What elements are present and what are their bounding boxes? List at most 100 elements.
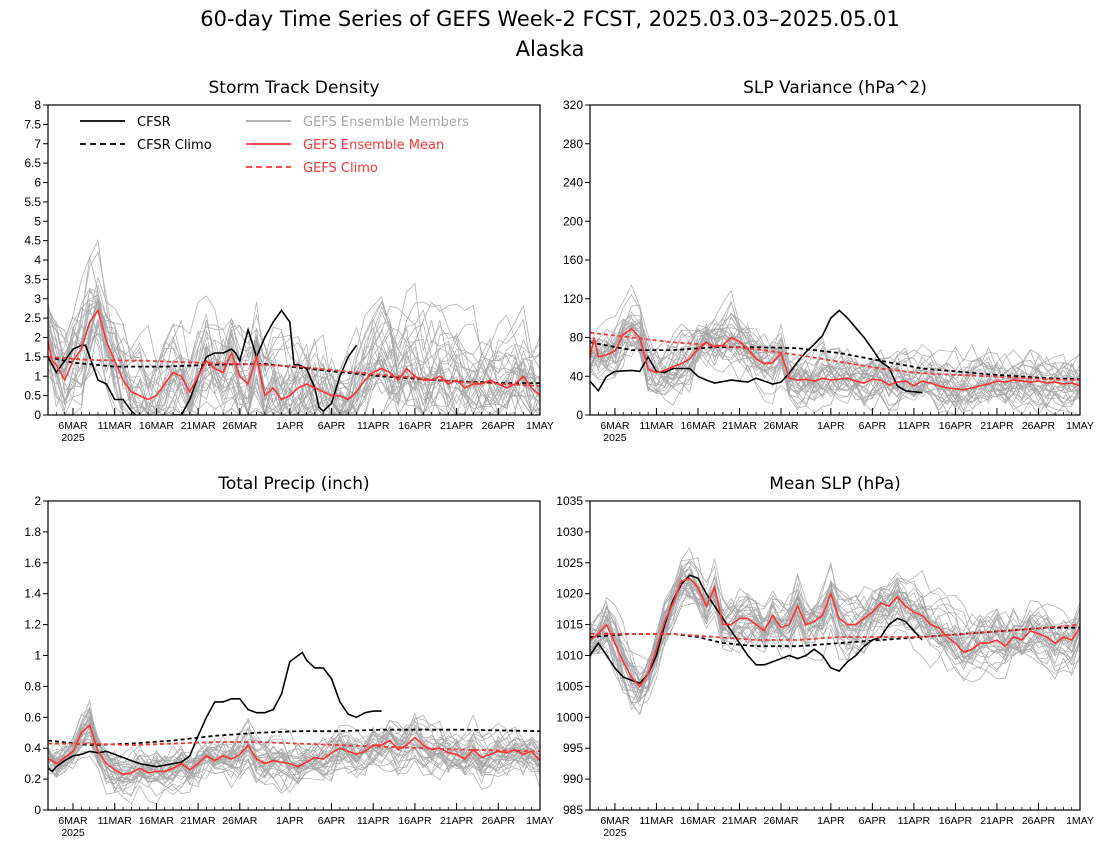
y-tick-label: 1015 <box>556 618 583 632</box>
ensemble-member-line <box>590 317 1080 415</box>
y-tick-label: 7.5 <box>24 117 41 131</box>
ensemble-member-line <box>590 561 1080 694</box>
x-tick-label: 1APR <box>817 815 845 827</box>
x-tick-label: 16MAR <box>680 420 715 432</box>
y-tick-label: 160 <box>563 253 583 267</box>
x-tick-label: 21MAR <box>181 420 216 432</box>
y-tick-label: 1.8 <box>24 525 41 539</box>
ensemble-member-line <box>590 329 1080 406</box>
legend-label: GEFS Ensemble Mean <box>303 138 444 153</box>
y-tick-label: 1025 <box>556 556 583 570</box>
y-tick-label: 5.5 <box>24 195 41 209</box>
x-tick-label: 11MAR <box>639 815 674 827</box>
ensemble-member-line <box>590 577 1080 701</box>
y-tick-label: 1000 <box>556 710 583 724</box>
y-tick-label: 0 <box>576 408 583 422</box>
y-tick-label: 1.5 <box>24 350 41 364</box>
y-tick-label: 240 <box>563 176 583 190</box>
y-tick-label: 995 <box>563 741 583 755</box>
y-tick-label: 1010 <box>556 649 583 663</box>
y-tick-label: 1 <box>34 369 41 383</box>
legend-label: CFSR <box>137 115 171 130</box>
x-tick-label: 1APR <box>817 420 845 432</box>
x-tick-label: 21MAR <box>722 815 757 827</box>
y-tick-label: 0.2 <box>24 772 41 786</box>
cfsr-line <box>173 309 358 415</box>
x-tick-label: 6APR <box>318 420 346 432</box>
x-tick-label: 26APR <box>482 815 516 827</box>
ensemble-member-line <box>590 304 1080 414</box>
x-tick-label: 26MAR <box>764 420 799 432</box>
y-tick-label: 1.6 <box>24 556 41 570</box>
x-tick-label: 11MAR <box>639 420 674 432</box>
x-tick-label: 21APR <box>980 815 1014 827</box>
y-tick-label: 5 <box>34 214 41 228</box>
y-tick-label: 0 <box>34 408 41 422</box>
ensemble-member-line <box>48 306 540 415</box>
ensemble-member-line <box>590 557 1080 686</box>
x-tick-label: 26APR <box>1022 420 1056 432</box>
x-tick-label: 1MAY <box>526 815 554 827</box>
x-tick-label: 6MAR <box>58 420 88 432</box>
y-tick-label: 990 <box>563 772 583 786</box>
y-tick-label: 985 <box>563 803 583 817</box>
y-tick-label: 80 <box>570 331 584 345</box>
x-tick-label: 16MAR <box>139 420 174 432</box>
y-tick-label: 1.2 <box>24 618 41 632</box>
ensemble-member-line <box>590 317 1080 399</box>
gefs-ensemble-mean-line <box>590 577 1080 688</box>
x-tick-label: 1MAY <box>1066 815 1094 827</box>
ensemble-member-line <box>48 238 540 415</box>
ensemble-member-line <box>48 699 540 792</box>
x-tick-label: 6MAR <box>600 420 630 432</box>
x-tick-label: 6APR <box>318 815 346 827</box>
x-tick-label: 1MAY <box>1066 420 1094 432</box>
x-tick-label: 16MAR <box>139 815 174 827</box>
x-tick-label: 6APR <box>859 420 887 432</box>
x-year-label: 2025 <box>61 432 85 444</box>
y-tick-label: 0.4 <box>24 741 41 755</box>
y-tick-label: 6.5 <box>24 156 41 170</box>
y-tick-label: 0 <box>34 803 41 817</box>
x-tick-label: 21APR <box>440 420 474 432</box>
chart-panel-3: Mean SLP (hPa) 985 990 995 1000 1005 1010 1015 1… <box>556 474 1094 839</box>
ensemble-member-line <box>48 724 540 784</box>
x-year-label: 2025 <box>603 827 627 839</box>
x-tick-label: 26MAR <box>222 420 257 432</box>
ensemble-member-line <box>590 318 1080 415</box>
y-tick-label: 1035 <box>556 494 583 508</box>
y-tick-label: 280 <box>563 137 583 151</box>
ensemble-member-line <box>590 582 1080 700</box>
gefs-climo-line <box>590 623 1080 641</box>
x-tick-label: 11MAR <box>98 815 133 827</box>
ensemble-member-line <box>590 328 1080 407</box>
figure-subtitle: Alaska <box>516 37 585 61</box>
plot-area <box>48 238 540 415</box>
ensemble-member-line <box>48 301 540 415</box>
y-tick-label: 320 <box>563 98 583 112</box>
x-tick-label: 11APR <box>898 815 931 827</box>
chart-panel-0: Storm Track Density 0 0.5 1 1.5 2 2.5 3 3.5 4 4.5 5… <box>24 78 554 444</box>
ensemble-member-line <box>48 714 540 789</box>
x-tick-label: 11APR <box>898 420 931 432</box>
x-tick-label: 16APR <box>939 420 973 432</box>
y-tick-label: 7 <box>34 137 41 151</box>
x-year-label: 2025 <box>61 827 85 839</box>
y-tick-label: 3.5 <box>24 272 41 286</box>
x-tick-label: 1APR <box>276 420 304 432</box>
ensemble-member-line <box>48 316 540 415</box>
x-year-label: 2025 <box>603 432 627 444</box>
x-tick-label: 6MAR <box>600 815 630 827</box>
legend-label: GEFS Ensemble Members <box>303 115 469 130</box>
cfsr-line <box>590 309 923 394</box>
ensemble-member-line <box>590 564 1080 691</box>
x-tick-label: 21APR <box>440 815 474 827</box>
x-tick-label: 21MAR <box>722 420 757 432</box>
x-tick-label: 16MAR <box>680 815 715 827</box>
y-tick-label: 40 <box>570 369 584 383</box>
ensemble-member-line <box>48 300 540 415</box>
figure-title: 60-day Time Series of GEFS Week-2 FCST, … <box>200 7 899 31</box>
y-tick-label: 1 <box>34 649 41 663</box>
x-tick-label: 16APR <box>398 420 432 432</box>
